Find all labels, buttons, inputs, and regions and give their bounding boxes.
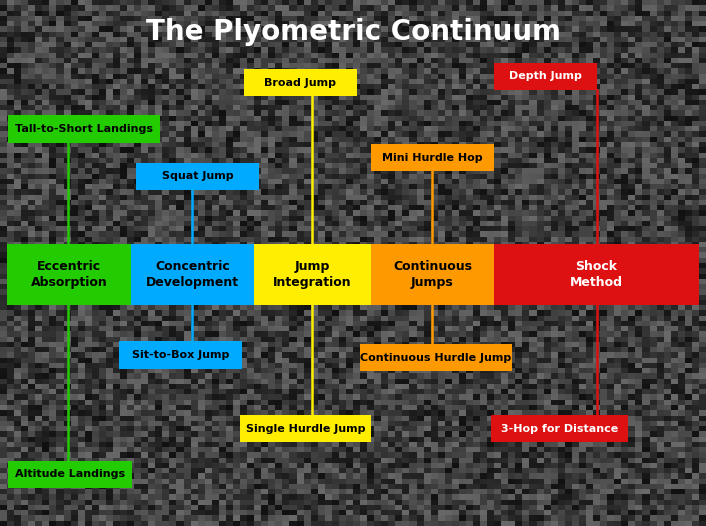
FancyBboxPatch shape (240, 415, 371, 442)
FancyBboxPatch shape (8, 115, 160, 143)
Text: Sit-to-Box Jump: Sit-to-Box Jump (132, 350, 229, 360)
Text: The Plyometric Continuum: The Plyometric Continuum (145, 18, 561, 46)
FancyBboxPatch shape (8, 461, 132, 488)
FancyBboxPatch shape (360, 344, 512, 371)
Text: Eccentric
Absorption: Eccentric Absorption (30, 260, 107, 289)
Text: Altitude Landings: Altitude Landings (16, 469, 125, 480)
FancyBboxPatch shape (244, 69, 357, 96)
FancyBboxPatch shape (254, 244, 371, 305)
Text: Shock
Method: Shock Method (570, 260, 623, 289)
FancyBboxPatch shape (491, 415, 628, 442)
Text: Continuous Hurdle Jump: Continuous Hurdle Jump (360, 352, 512, 363)
FancyBboxPatch shape (494, 63, 597, 90)
Text: 3-Hop for Distance: 3-Hop for Distance (501, 423, 618, 434)
Text: Jump
Integration: Jump Integration (273, 260, 352, 289)
FancyBboxPatch shape (119, 341, 242, 369)
Text: Mini Hurdle Hop: Mini Hurdle Hop (382, 153, 483, 163)
FancyBboxPatch shape (7, 244, 131, 305)
Text: Continuous
Jumps: Continuous Jumps (393, 260, 472, 289)
Text: Squat Jump: Squat Jump (162, 171, 233, 181)
FancyBboxPatch shape (371, 244, 494, 305)
FancyBboxPatch shape (371, 144, 494, 171)
FancyBboxPatch shape (136, 163, 259, 190)
FancyBboxPatch shape (494, 244, 699, 305)
Text: Single Hurdle Jump: Single Hurdle Jump (246, 423, 365, 434)
Text: Broad Jump: Broad Jump (264, 77, 336, 88)
FancyBboxPatch shape (131, 244, 254, 305)
Text: Tall-to-Short Landings: Tall-to-Short Landings (16, 124, 153, 134)
Text: Depth Jump: Depth Jump (509, 71, 582, 82)
Text: Concentric
Development: Concentric Development (146, 260, 239, 289)
